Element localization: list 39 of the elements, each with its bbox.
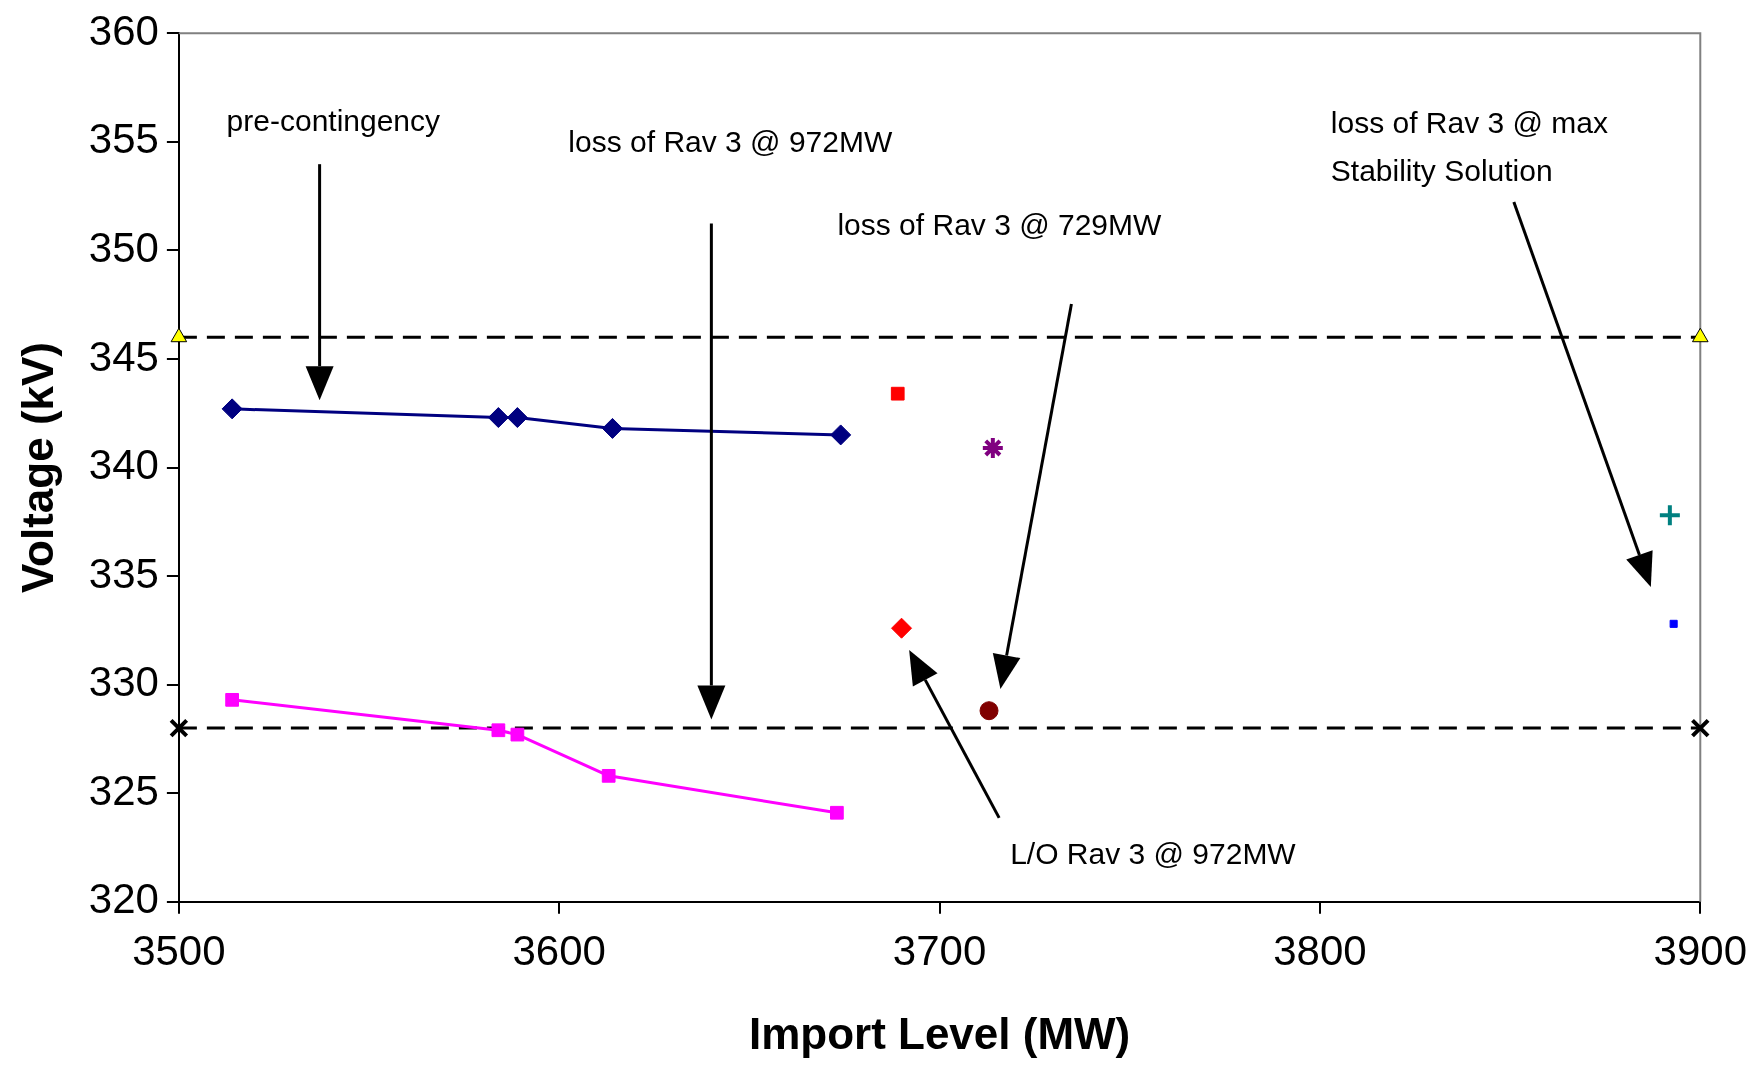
y-tick-label: 360 — [88, 6, 159, 54]
x-tick-label: 3800 — [1273, 926, 1367, 974]
point — [601, 417, 623, 439]
annotation: loss of Rav 3 @ max Stability Solution — [1330, 105, 1609, 187]
x-axis-title: Import Level (MW) — [748, 1008, 1131, 1058]
point — [1690, 718, 1711, 738]
point — [225, 692, 239, 707]
point — [830, 424, 852, 446]
point — [487, 407, 509, 429]
point — [1657, 503, 1682, 528]
point — [506, 407, 528, 429]
annotation: loss of Rav 3 @ 729MW — [837, 207, 1163, 241]
point — [890, 386, 905, 401]
annotation: loss of Rav 3 @ 972MW — [568, 125, 893, 159]
y-tick-label: 320 — [88, 875, 159, 923]
y-tick-label: 335 — [88, 549, 159, 597]
y-tick-label: 330 — [88, 658, 159, 706]
point — [980, 435, 1005, 460]
annotation: pre-contingency — [226, 104, 441, 138]
point — [491, 723, 506, 738]
y-tick-label: 340 — [88, 441, 159, 489]
y-tick-label: 345 — [88, 332, 159, 380]
x-tick-label: 3900 — [1653, 926, 1747, 974]
y-axis-title: Voltage (kV) — [12, 341, 62, 594]
point — [221, 398, 243, 420]
point — [830, 805, 844, 820]
point — [601, 768, 616, 783]
point — [1669, 619, 1678, 628]
y-tick-label: 350 — [88, 223, 159, 271]
point — [979, 701, 999, 721]
y-tick-label: 325 — [88, 766, 159, 814]
y-tick-label: 355 — [88, 115, 159, 163]
x-tick-label: 3600 — [512, 926, 606, 974]
point — [510, 727, 525, 742]
point — [169, 718, 189, 738]
x-tick-label: 3700 — [892, 926, 987, 974]
point — [891, 617, 913, 639]
x-tick-label: 3500 — [132, 926, 226, 974]
annotation: L/O Rav 3 @ 972MW — [1010, 836, 1297, 870]
